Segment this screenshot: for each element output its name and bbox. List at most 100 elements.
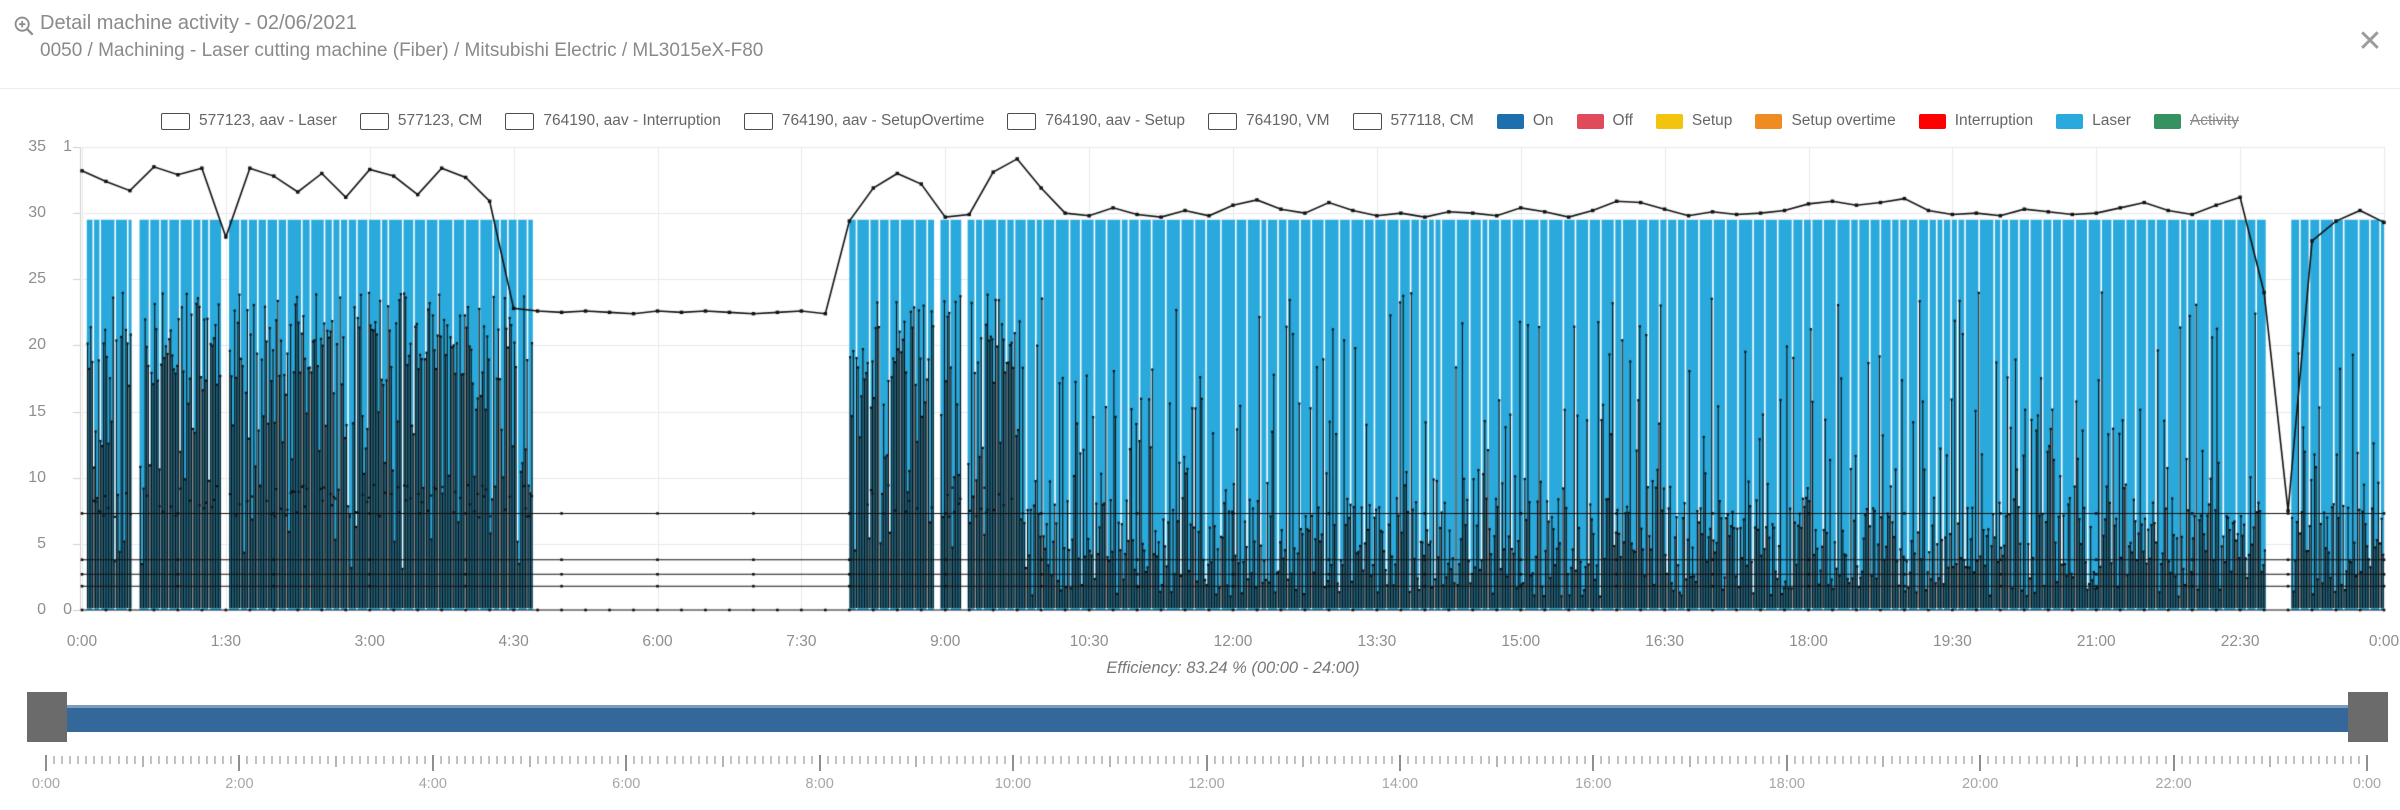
ruler-tick <box>1237 756 1240 764</box>
legend-item-2[interactable]: 764190, aav - Interruption <box>505 112 721 130</box>
ruler-label: 12:00 <box>1188 776 1225 792</box>
ruler-tick <box>1310 756 1313 764</box>
ruler-tick <box>2067 756 2070 764</box>
machine-description: 0050 / Machining - Laser cutting machine… <box>40 40 764 61</box>
ruler-tick <box>456 756 458 764</box>
ruler-tick <box>657 756 660 764</box>
ruler-tick <box>1761 756 1764 764</box>
legend-item-label: 764190, aav - Interruption <box>543 112 721 129</box>
ruler-tick <box>2301 756 2304 764</box>
ruler-tick <box>1487 756 1490 764</box>
ruler-tick <box>1737 756 1740 764</box>
ruler-tick <box>1519 756 1522 764</box>
legend-item-6[interactable]: 577118, CM <box>1352 112 1474 130</box>
ruler-tick <box>133 756 136 764</box>
ruler-tick <box>407 756 410 764</box>
legend-item-10[interactable]: Setup overtime <box>1755 112 1896 130</box>
ruler-tick <box>673 756 676 764</box>
ruler-tick <box>447 756 450 764</box>
ruler-tick <box>1213 756 1216 764</box>
ruler-tick <box>1600 756 1603 764</box>
ruler-tick <box>1817 756 1820 764</box>
ruler-tick <box>230 756 233 764</box>
ruler-tick <box>2132 756 2135 764</box>
ruler-tick <box>2237 756 2240 764</box>
ruler-tick <box>1189 756 1192 764</box>
legend-item-4[interactable]: 764190, aav - Setup <box>1007 112 1185 130</box>
legend-item-label: Activity <box>2189 112 2239 129</box>
ruler-tick <box>2156 756 2159 764</box>
ruler-tick <box>488 756 491 764</box>
ruler-tick <box>979 756 982 764</box>
ruler-tick <box>415 756 418 764</box>
x-axis-label: 15:00 <box>1501 633 1541 650</box>
ruler-tick <box>931 756 934 764</box>
legend-swatch <box>359 112 389 130</box>
ruler-tick <box>1632 756 1635 764</box>
ruler-tick <box>834 756 837 764</box>
ruler-tick <box>238 755 241 771</box>
ruler-tick <box>423 756 426 764</box>
ruler-tick <box>1640 756 1643 764</box>
ruler-tick <box>1769 756 1772 764</box>
ruler-tick <box>738 756 741 764</box>
legend-item-12[interactable]: Laser <box>2056 112 2131 130</box>
legend-item-5[interactable]: 764190, VM <box>1207 112 1330 130</box>
ruler-tick <box>2212 756 2215 764</box>
legend-item-1[interactable]: 577123, CM <box>359 112 482 130</box>
ruler-tick <box>544 756 547 764</box>
legend-item-13[interactable]: Activity <box>2153 112 2239 130</box>
y-axis-label: 35 <box>28 138 46 155</box>
legend-item-0[interactable]: 577123, aav - Laser <box>161 112 337 130</box>
ruler-tick <box>2228 756 2231 764</box>
ruler-tick <box>2027 756 2030 764</box>
legend-item-8[interactable]: Off <box>1576 112 1633 130</box>
legend-item-9[interactable]: Setup <box>1655 112 1732 130</box>
legend-item-3[interactable]: 764190, aav - SetupOvertime <box>743 112 984 130</box>
slider-handle-left[interactable] <box>27 692 67 742</box>
ruler-tick <box>1954 756 1957 764</box>
ruler-tick <box>1116 756 1119 764</box>
legend-item-label: 577118, CM <box>1390 112 1474 129</box>
ruler-tick <box>552 756 555 764</box>
ruler-tick <box>302 756 305 764</box>
x-axis-label: 10:30 <box>1069 633 1109 650</box>
y2-axis-label: 1 <box>63 138 72 155</box>
ruler-tick <box>609 756 612 764</box>
ruler-label: 16:00 <box>1575 776 1612 792</box>
ruler-tick <box>850 756 853 764</box>
ruler-tick <box>1020 756 1023 764</box>
ruler-tick <box>1406 756 1409 764</box>
x-axis-label: 19:30 <box>1932 633 1972 650</box>
x-axis-label: 6:00 <box>642 633 673 650</box>
close-button[interactable]: ✕ <box>2352 24 2388 60</box>
ruler-tick <box>1922 756 1925 764</box>
ruler-tick <box>1503 756 1506 764</box>
legend-item-11[interactable]: Interruption <box>1918 112 2033 130</box>
x-axis-label: 1:30 <box>210 633 241 650</box>
legend-item-7[interactable]: On <box>1496 112 1554 130</box>
ruler-tick <box>1294 756 1297 764</box>
ruler-tick <box>1664 756 1667 764</box>
ruler-tick <box>584 756 587 764</box>
ruler-tick <box>383 756 386 764</box>
ruler-tick <box>2075 756 2078 767</box>
y-axis-label: 5 <box>37 534 46 552</box>
x-axis-label: 4:30 <box>498 633 529 650</box>
ruler-tick <box>2164 756 2167 764</box>
ruler-tick <box>1745 756 1748 764</box>
ruler-label: 20:00 <box>1962 776 1999 792</box>
ruler-tick <box>439 756 442 764</box>
slider-handle-right[interactable] <box>2348 692 2388 742</box>
ruler-label: 14:00 <box>1381 776 1419 792</box>
ruler-tick <box>327 756 330 764</box>
ruler-tick <box>818 755 821 771</box>
ruler-tick <box>310 756 313 764</box>
ruler-tick <box>633 756 636 764</box>
legend-item-label: 764190, aav - Setup <box>1045 112 1185 129</box>
slider-range-bar[interactable] <box>67 705 2348 732</box>
ruler-tick <box>1326 756 1329 764</box>
ruler-tick <box>2261 756 2264 764</box>
x-axis-label: 0:00 <box>66 633 98 650</box>
